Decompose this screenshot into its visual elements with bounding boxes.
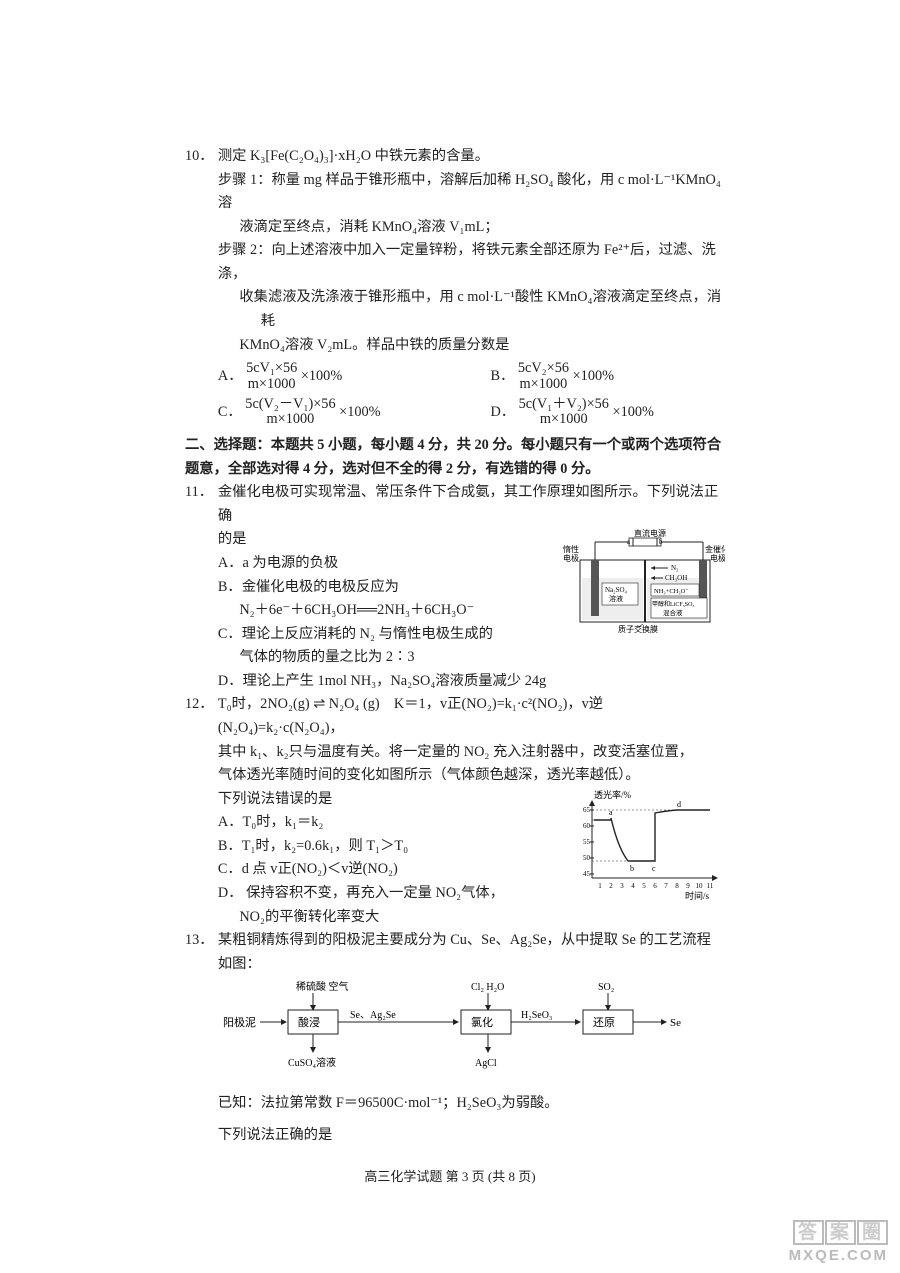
svg-text:直流电源: 直流电源 [634,528,666,538]
svg-text:1: 1 [598,882,602,890]
svg-text:5: 5 [642,882,646,890]
svg-text:SO₂: SO₂ [598,982,614,993]
svg-text:质子交换膜: 质子交换膜 [618,624,658,634]
q12-D: D． 保持容积不变，再充入一定量 NO₂气体， [218,882,564,906]
q12-B: B．T₁时，k₂=0.6k₁，则 T₁＞T₀ [218,835,564,859]
q12-C: C．d 点 v正(NO₂)＜v逆(NO₂) [218,858,564,882]
svg-text:Cl₂ H₂O: Cl₂ H₂O [471,982,504,993]
process-flowchart: 稀硫酸 空气 Cl₂ H₂O SO₂ 阳极泥 酸浸 Se、Ag₂Se 氯化 H₂… [218,978,698,1073]
q10-step1a: 步骤 1：称量 mg 样品于锥形瓶中，溶解后加稀 H₂SO₄ 酸化，用 c mo… [218,169,725,216]
q10-stem: 测定 K₃[Fe(C₂O₄)₃]·xH₂O 中铁元素的含量。 [218,145,489,169]
q11-B2: N₂＋6e⁻＋6CH₃OH══2NH₃＋6CH₃O⁻ [239,599,549,623]
q10-step2c: KMnO₄溶液 V₂mL。样品中铁的质量分数是 [239,334,725,358]
transmittance-plot: 透光率/% 45 50 55 60 65 123 456 7 [570,788,725,903]
q10-step2b: 收集滤液及洗涤液于锥形瓶中，用 c mol·L⁻¹酸性 KMnO₄溶液滴定至终点… [239,286,725,333]
q11-C: C．理论上反应消耗的 N₂ 与惰性电极生成的 [218,623,549,647]
q10-optCD: C． 5c(V₂－V₁)×56m×1000 ×100% D． 5c(V₁＋V₂)… [218,397,725,428]
q11-text: 的是 A．a 为电源的负极 B．金催化电极的电极反应为 N₂＋6e⁻＋6CH₃O… [185,528,549,669]
svg-text:电极: 电极 [563,553,579,563]
svg-text:氯化: 氯化 [471,1015,493,1029]
svg-text:3: 3 [620,882,624,890]
svg-text:N₂: N₂ [671,564,679,572]
q12-body: 下列说法错误的是 A．T₀时，k₁＝k₂ B．T₁时，k₂=0.6k₁，则 T₁… [185,788,725,929]
svg-text:60: 60 [583,822,591,830]
q11-body: 的是 A．a 为电源的负极 B．金催化电极的电极反应为 N₂＋6e⁻＋6CH₃O… [185,528,725,669]
q13-line1: 13． 某粗铜精炼得到的阳极泥主要成分为 Cu、Se、Ag₂Se，从中提取 Se… [185,929,725,976]
q10-D: D． 5c(V₁＋V₂)×56m×1000 ×100% [490,397,725,428]
q11-cell-figure: 直流电源 a b 惰性电极 金催化电极 Na₂SO₄溶液 [555,528,725,652]
svg-text:65: 65 [583,806,591,814]
svg-text:b: b [630,864,634,873]
q11-line1: 11． 金催化电极可实现常温、常压条件下合成氨，其工作原理如图所示。下列说法正确 [185,481,725,528]
svg-text:甲醇和LiCF₃SO₃: 甲醇和LiCF₃SO₃ [652,600,695,608]
page-footer: 高三化学试题 第 3 页 (共 8 页) [0,1166,900,1187]
svg-text:溶液: 溶液 [609,594,623,603]
q11-num: 11． [185,481,218,505]
svg-text:55: 55 [583,838,591,846]
svg-text:混合液: 混合液 [663,608,683,617]
svg-text:Na₂SO₄: Na₂SO₄ [605,586,628,594]
q12-plot: 透光率/% 45 50 55 60 65 123 456 7 [570,788,725,912]
svg-text:时间/s: 时间/s [685,890,710,901]
svg-text:45: 45 [583,870,591,878]
svg-text:8: 8 [675,882,679,890]
watermark: 答案圈 MXQE.COM [789,1220,888,1263]
q13-flow: 稀硫酸 空气 Cl₂ H₂O SO₂ 阳极泥 酸浸 Se、Ag₂Se 氯化 H₂… [218,978,725,1082]
q10: 10． 测定 K₃[Fe(C₂O₄)₃]·xH₂O 中铁元素的含量。 [185,145,725,169]
svg-text:10: 10 [696,882,704,890]
svg-text:9: 9 [686,882,690,890]
q13-known: 已知：法拉第常数 F＝96500C·mol⁻¹；H₂SeO₃为弱酸。 [218,1092,725,1116]
q10-step2a: 步骤 2：向上述溶液中加入一定量锌粉，将铁元素全部还原为 Fe²⁺后，过滤、洗涤… [218,239,725,286]
svg-text:2: 2 [609,882,613,890]
q10-B: B． 5cV₂×56m×1000 ×100% [490,361,725,392]
svg-text:AgCl: AgCl [475,1058,497,1069]
page-content: 10． 测定 K₃[Fe(C₂O₄)₃]·xH₂O 中铁元素的含量。 步骤 1：… [185,145,725,1147]
q11-B: B．金催化电极的电极反应为 [218,576,549,600]
svg-text:Se、Ag₂Se: Se、Ag₂Se [350,1010,396,1021]
electrolysis-cell-diagram: 直流电源 a b 惰性电极 金催化电极 Na₂SO₄溶液 [555,528,725,643]
q11-D: D．理论上产生 1mol NH₃，Na₂SO₄溶液质量减少 24g [218,670,725,694]
q10-A: A． 5cV₁×56m×1000 ×100% [218,361,453,392]
svg-text:惰性: 惰性 [563,544,579,554]
q12-num: 12． [185,693,218,717]
q13-ask: 下列说法正确的是 [218,1124,725,1148]
svg-text:CuSO₄溶液: CuSO₄溶液 [288,1056,336,1069]
svg-text:4: 4 [631,882,635,890]
svg-text:阳极泥: 阳极泥 [223,1015,256,1029]
q11-A: A．a 为电源的负极 [218,552,549,576]
q10-C: C． 5c(V₂－V₁)×56m×1000 ×100% [218,397,453,428]
q12-A: A．T₀时，k₁＝k₂ [218,811,564,835]
svg-text:Se: Se [670,1017,681,1029]
svg-text:d: d [677,800,681,809]
svg-text:50: 50 [583,854,591,862]
q12-line1: 12． T₀时，2NO₂(g) ⇌ N₂O₄ (g) K＝1，v正(NO₂)=k… [185,693,725,740]
q11-C2: 气体的物质的量之比为 2∶3 [239,646,549,670]
section-ii-title: 二、选择题：本题共 5 小题，每小题 4 分，共 20 分。每小题只有一个或两个… [185,434,725,481]
svg-text:酸浸: 酸浸 [298,1015,320,1029]
svg-text:金催化: 金催化 [705,544,725,554]
svg-text:11: 11 [707,882,714,890]
q13-num: 13． [185,929,218,953]
svg-text:a: a [609,808,613,817]
q10-step1b: 液滴定至终点，消耗 KMnO₄溶液 V₁mL； [239,216,725,240]
svg-text:H₂SeO₃: H₂SeO₃ [521,1010,552,1021]
svg-text:稀硫酸 空气: 稀硫酸 空气 [296,980,349,993]
q10-num: 10． [185,145,218,169]
q12-D2: NO₂的平衡转化率变大 [239,906,564,930]
svg-text:c: c [652,864,656,873]
svg-text:透光率/%: 透光率/% [594,789,632,800]
svg-text:6: 6 [653,882,657,890]
svg-text:还原: 还原 [593,1016,615,1029]
svg-text:电极: 电极 [710,553,725,563]
svg-text:7: 7 [664,882,668,890]
q10-optAB: A． 5cV₁×56m×1000 ×100% B． 5cV₂×56m×1000 … [218,361,725,392]
svg-text:CH₃OH: CH₃OH [665,574,687,582]
svg-text:NH₃+CH₃O⁻: NH₃+CH₃O⁻ [654,588,689,595]
